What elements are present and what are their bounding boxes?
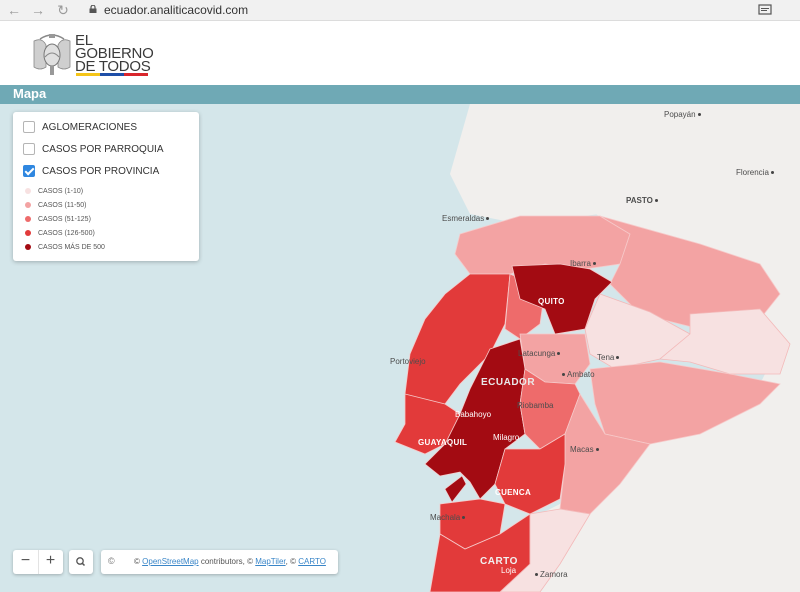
- map-search-button[interactable]: [69, 550, 93, 574]
- province-santa-elena[interactable]: [394, 393, 461, 455]
- attr-sep: , ©: [285, 557, 296, 566]
- label-zamora: Zamora: [533, 570, 568, 579]
- label-loja: Loja: [501, 566, 517, 575]
- island-puna: [444, 475, 467, 503]
- zoom-control: − +: [13, 550, 63, 574]
- label-cuenca: CUENCA: [495, 488, 532, 497]
- reader-mode-icon[interactable]: [758, 4, 772, 16]
- maptiler-link[interactable]: MapTiler: [255, 557, 286, 566]
- map-attribution: © © OpenStreetMap contributors, © MapTil…: [101, 550, 338, 574]
- checkbox-parroquia[interactable]: [23, 143, 35, 155]
- legend-item: CASOS (1-10): [25, 186, 83, 196]
- legend-item: CASOS MÁS DE 500: [25, 242, 105, 252]
- label-popayan: Popayán: [664, 110, 703, 119]
- legend-label: CASOS MÁS DE 500: [38, 243, 105, 251]
- legend-swatch: [25, 216, 31, 222]
- legend-item: CASOS (11-50): [25, 200, 87, 210]
- label-babahoyo: Babahoyo: [455, 410, 492, 419]
- province-pastaza[interactable]: [589, 361, 781, 445]
- logo-line-1: EL: [75, 32, 93, 49]
- search-icon: [76, 557, 86, 567]
- label-tena: Tena: [597, 353, 621, 362]
- label-ibarra: Ibarra: [570, 259, 598, 268]
- layer-control-panel: AGLOMERACIONES CASOS POR PARROQUIA CASOS…: [13, 112, 199, 261]
- logo-flag-stripes: [76, 73, 148, 76]
- layer-label: CASOS POR PARROQUIA: [42, 143, 164, 155]
- label-esmeraldas: Esmeraldas: [442, 214, 491, 223]
- map-svg[interactable]: [0, 104, 800, 592]
- attribution-toggle[interactable]: ©: [108, 556, 115, 566]
- province-zamora[interactable]: [499, 508, 591, 592]
- province-pichincha[interactable]: [511, 263, 613, 335]
- url-text: ecuador.analiticacovid.com: [104, 3, 249, 17]
- layer-label: AGLOMERACIONES: [42, 121, 138, 133]
- osm-link[interactable]: OpenStreetMap: [142, 557, 199, 566]
- label-guayaquil: GUAYAQUIL: [418, 438, 468, 447]
- layer-label: CASOS POR PROVINCIA: [42, 165, 160, 177]
- layer-option-provincia[interactable]: CASOS POR PROVINCIA: [23, 164, 159, 178]
- attr-prefix: ©: [134, 557, 140, 566]
- logo-wordmark[interactable]: EL GOBIERNO DE TODOS: [75, 32, 154, 75]
- legend-label: CASOS (1-10): [38, 187, 84, 195]
- legend-label: CASOS (51-125): [38, 215, 91, 223]
- label-carto-watermark: CARTO: [480, 556, 518, 567]
- arrow-left-icon[interactable]: ←: [7, 2, 21, 18]
- label-pasto: PASTO: [626, 196, 660, 205]
- attribution-text: © OpenStreetMap contributors, © MapTiler…: [134, 557, 326, 566]
- label-latacunga: Latacunga: [518, 349, 562, 358]
- zoom-in-button[interactable]: +: [45, 552, 56, 569]
- legend-item: CASOS (126-500): [25, 228, 95, 238]
- address-bar[interactable]: ecuador.analiticacovid.com: [80, 1, 780, 19]
- label-macas: Macas: [570, 445, 601, 454]
- ecuador-coat-of-arms-icon[interactable]: [32, 31, 72, 77]
- attr-mid: contributors, ©: [200, 557, 253, 566]
- checkbox-aglomeraciones[interactable]: [23, 121, 35, 133]
- legend-label: CASOS (11-50): [38, 201, 87, 209]
- carto-link[interactable]: CARTO: [298, 557, 326, 566]
- province-azuay[interactable]: [494, 433, 566, 515]
- reload-icon[interactable]: ↻: [57, 2, 69, 18]
- legend-item: CASOS (51-125): [25, 214, 91, 224]
- section-header: Mapa: [0, 85, 800, 104]
- section-title: Mapa: [13, 86, 47, 101]
- logo-line-2: GOBIERNO: [75, 45, 154, 62]
- zoom-out-button[interactable]: −: [13, 550, 39, 574]
- layer-option-parroquia[interactable]: CASOS POR PARROQUIA: [23, 142, 164, 156]
- label-florencia: Florencia: [736, 168, 776, 177]
- neighbor-land-north: [450, 104, 640, 224]
- label-ambato: Ambato: [560, 370, 595, 379]
- legend-swatch: [25, 202, 31, 208]
- legend-swatch: [25, 188, 31, 194]
- label-portoviejo: Portoviejo: [390, 357, 426, 366]
- layer-option-aglomeraciones[interactable]: AGLOMERACIONES: [23, 120, 137, 134]
- logo-line-3: DE TODOS: [75, 58, 151, 75]
- lock-icon: [89, 5, 97, 13]
- legend-label: CASOS (126-500): [38, 229, 95, 237]
- label-ecuador: ECUADOR: [481, 377, 536, 388]
- legend-swatch: [25, 244, 31, 250]
- neighbor-land: [470, 104, 800, 592]
- label-machala: Machala: [430, 513, 467, 522]
- label-milagro: Milagro: [493, 433, 520, 442]
- site-header: EL GOBIERNO DE TODOS: [0, 21, 800, 85]
- checkbox-provincia[interactable]: [23, 165, 35, 177]
- browser-toolbar: ← → ↻ ecuador.analiticacovid.com: [0, 0, 800, 21]
- label-riobamba: Riobamba: [517, 401, 554, 410]
- legend-swatch: [25, 230, 31, 236]
- label-quito: QUITO: [538, 297, 565, 306]
- arrow-right-icon[interactable]: →: [31, 2, 45, 18]
